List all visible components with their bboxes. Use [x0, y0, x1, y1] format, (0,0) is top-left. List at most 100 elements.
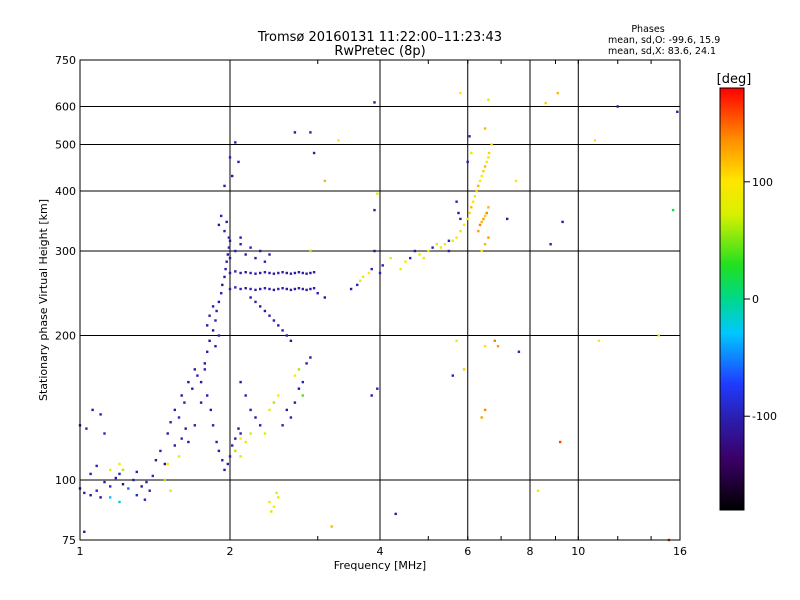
data-point — [536, 489, 540, 492]
data-point — [285, 271, 288, 275]
data-point — [159, 449, 162, 453]
x-tick-label: 4 — [377, 545, 384, 558]
data-point — [249, 432, 252, 435]
data-point — [239, 437, 242, 440]
data-point — [234, 449, 237, 453]
data-point — [272, 272, 276, 275]
data-point — [227, 236, 231, 239]
data-point — [183, 401, 186, 404]
data-point — [616, 105, 619, 108]
data-point — [297, 368, 301, 371]
data-point — [244, 440, 247, 444]
data-point — [254, 256, 257, 260]
data-point — [485, 211, 488, 215]
data-point — [254, 300, 257, 304]
data-point — [173, 444, 176, 447]
data-point — [221, 459, 224, 462]
data-point — [376, 387, 379, 390]
data-point — [443, 243, 447, 246]
data-point — [143, 498, 147, 501]
data-point — [268, 314, 271, 317]
data-point — [459, 217, 462, 221]
data-point — [228, 156, 232, 159]
data-point — [169, 421, 172, 424]
data-point — [268, 253, 271, 256]
data-point — [312, 151, 316, 155]
x-tick-label: 1 — [77, 545, 84, 558]
data-point — [330, 525, 333, 528]
data-point — [305, 272, 308, 275]
data-point — [487, 151, 491, 155]
data-point — [455, 200, 458, 203]
data-point — [409, 256, 412, 260]
data-point — [208, 339, 211, 342]
data-point — [223, 275, 226, 279]
data-point — [180, 437, 183, 440]
data-point — [244, 394, 247, 397]
data-point — [272, 401, 276, 404]
x-tick-label: 8 — [527, 545, 534, 558]
data-point — [259, 271, 262, 275]
data-point — [301, 287, 304, 291]
data-point — [487, 236, 490, 239]
data-point — [323, 296, 326, 299]
data-point — [228, 271, 232, 275]
data-point — [135, 494, 138, 497]
x-tick-label: 6 — [464, 545, 471, 558]
data-point — [196, 374, 199, 377]
y-axis: 75 100 200 300 400 500 600 750 — [55, 54, 76, 547]
data-point — [301, 380, 304, 384]
data-point — [237, 427, 240, 430]
data-point — [187, 380, 190, 384]
data-points — [78, 91, 679, 542]
data-point — [254, 416, 257, 419]
data-point — [373, 101, 376, 104]
data-point — [657, 334, 660, 337]
data-point — [480, 416, 483, 419]
data-point — [309, 131, 312, 134]
data-point — [173, 408, 176, 412]
data-point — [254, 288, 257, 292]
data-point — [312, 271, 316, 274]
data-point — [470, 206, 473, 209]
data-point — [177, 455, 181, 458]
data-point — [259, 249, 262, 253]
data-point — [234, 270, 237, 273]
data-point — [163, 478, 166, 482]
data-point — [305, 288, 308, 292]
data-point — [275, 491, 278, 495]
data-point — [223, 468, 226, 472]
data-point — [487, 156, 490, 159]
data-point — [121, 468, 125, 472]
data-point — [373, 249, 376, 253]
data-point — [239, 271, 242, 275]
data-point — [676, 110, 679, 113]
stats-x-mode: mean, sd,X: 83.6, 24.1 — [608, 46, 716, 57]
y-tick-label: 600 — [55, 101, 76, 114]
data-point — [114, 476, 117, 480]
data-point — [281, 424, 284, 427]
data-point — [89, 494, 92, 497]
data-point — [109, 485, 112, 488]
data-point — [193, 368, 196, 371]
stats-o-mode: mean, sd,O: -99.6, 15.9 — [608, 35, 720, 46]
data-point — [234, 437, 237, 440]
data-point — [91, 408, 94, 412]
data-point — [99, 496, 102, 499]
data-point — [268, 271, 271, 275]
data-point — [277, 496, 280, 499]
data-point — [103, 480, 106, 484]
data-point — [118, 500, 121, 504]
data-point — [234, 286, 237, 289]
data-point — [132, 478, 135, 482]
data-point — [217, 449, 221, 453]
data-point — [191, 387, 194, 390]
data-point — [268, 287, 271, 291]
data-point — [277, 271, 280, 275]
x-axis: 1 2 4 6 8 10 16 — [77, 60, 687, 558]
data-point — [413, 249, 417, 253]
data-point — [285, 287, 288, 291]
data-point — [381, 264, 384, 267]
data-point — [83, 530, 86, 533]
data-point — [277, 287, 280, 291]
